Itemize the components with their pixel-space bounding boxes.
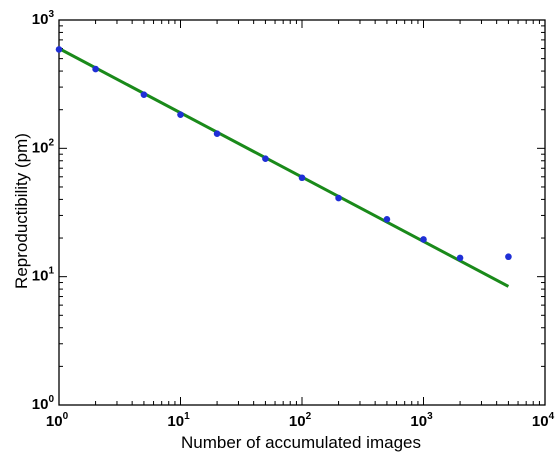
y-axis-title: Reproductibility (pm) (12, 133, 31, 289)
y-tick-exponent: 1 (48, 266, 54, 277)
y-tick-base: 10 (32, 139, 49, 156)
data-points-layer (55, 46, 512, 262)
y-tick-base: 10 (32, 268, 49, 285)
x-tick-label: 102 (289, 411, 312, 430)
x-tick-base: 10 (167, 413, 184, 430)
x-tick-exponent: 2 (306, 411, 312, 422)
data-point (298, 174, 306, 182)
y-tick-exponent: 2 (48, 137, 54, 148)
data-point (92, 65, 99, 73)
x-axis-title: Number of accumulated images (181, 433, 421, 452)
y-tick-base: 10 (32, 396, 49, 413)
x-tick-base: 10 (46, 413, 63, 430)
y-tick-exponent: 0 (48, 394, 54, 405)
fit-line-layer (58, 47, 510, 288)
plot-border (58, 19, 546, 406)
x-tick-label: 100 (46, 411, 69, 430)
data-point (55, 46, 63, 53)
y-tick-exponent: 3 (48, 9, 54, 20)
data-point (456, 254, 464, 262)
plot-frame (58, 19, 546, 406)
y-tick-label: 103 (32, 9, 55, 28)
data-point (140, 91, 148, 98)
x-tick-exponent: 4 (549, 411, 555, 422)
x-tick-label: 104 (532, 411, 555, 430)
axis-ticks (58, 20, 545, 406)
x-tick-label: 101 (167, 411, 190, 430)
data-point (420, 236, 427, 243)
y-tick-label: 101 (32, 266, 55, 285)
x-tick-base: 10 (532, 413, 549, 430)
data-point (262, 155, 269, 163)
data-point (335, 194, 342, 202)
data-point (383, 215, 391, 223)
data-point (177, 111, 184, 118)
x-tick-label: 103 (410, 411, 433, 430)
data-point (505, 253, 512, 261)
x-tick-base: 10 (410, 413, 427, 430)
y-tick-label: 100 (32, 394, 55, 413)
x-tick-exponent: 1 (184, 411, 190, 422)
x-tick-base: 10 (289, 413, 306, 430)
fit-line (58, 47, 510, 288)
y-tick-label: 102 (32, 137, 55, 156)
x-tick-exponent: 3 (427, 411, 433, 422)
x-tick-exponent: 0 (63, 411, 69, 422)
data-point (213, 130, 221, 138)
y-tick-base: 10 (32, 11, 49, 28)
